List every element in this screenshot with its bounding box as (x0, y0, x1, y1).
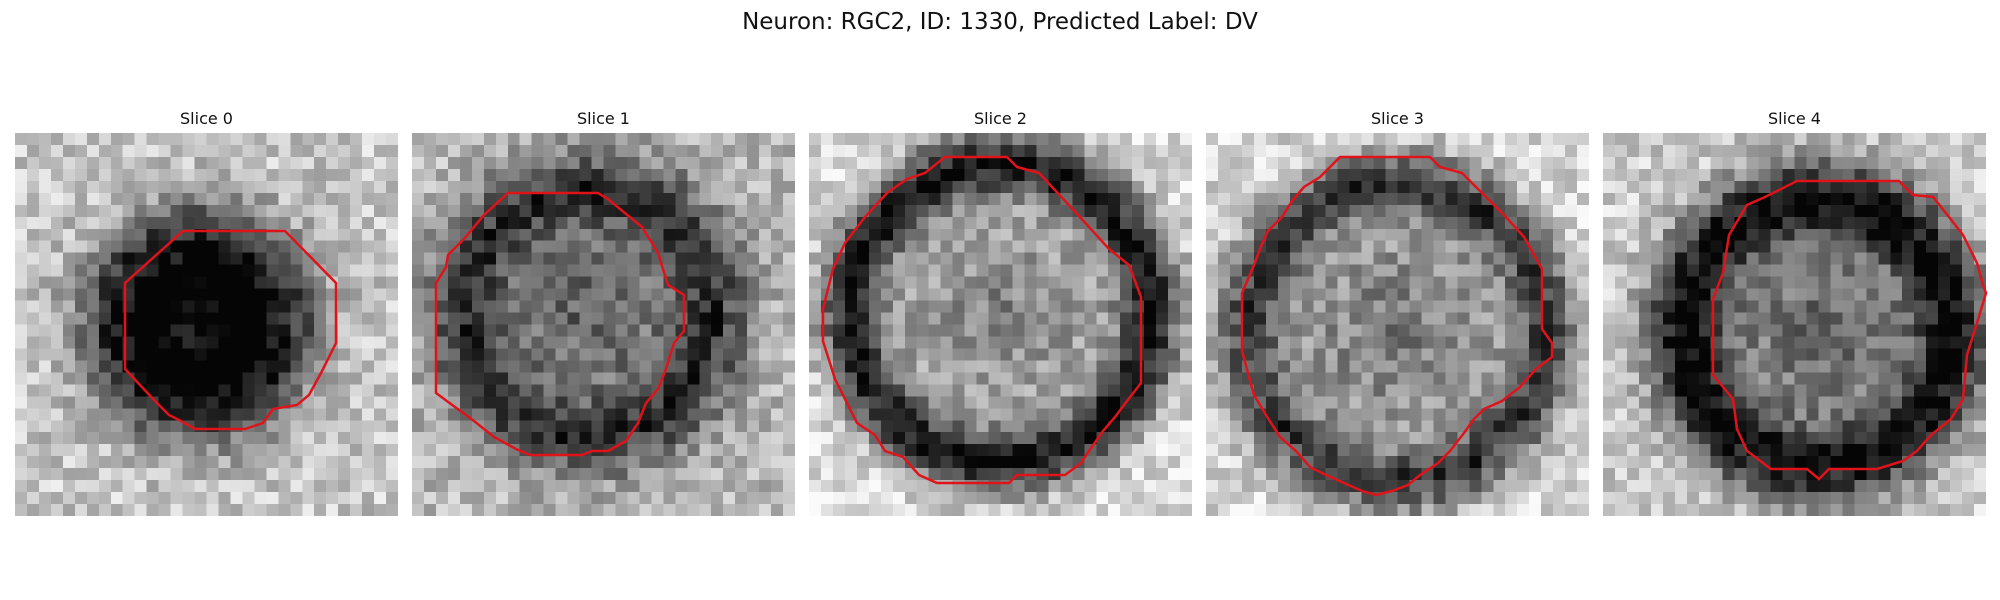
slice-title: Slice 0 (180, 109, 233, 128)
contour-outline (1711, 179, 1988, 481)
figure-title: Neuron: RGC2, ID: 1330, Predicted Label:… (742, 9, 1258, 35)
slice-image (1603, 133, 1988, 516)
cell-contour (1240, 155, 1554, 497)
slice-title: Slice 3 (1371, 109, 1424, 128)
cell-contour (434, 191, 686, 457)
contour-outline (123, 229, 338, 431)
slice-image (1206, 133, 1589, 516)
slice-panel-2: Slice 2 (809, 108, 1192, 516)
slice-image (412, 133, 795, 516)
slice-image (15, 133, 398, 516)
contour-outline (821, 155, 1143, 485)
slice-panel-4: Slice 4 (1603, 108, 1988, 516)
slice-title: Slice 1 (577, 109, 630, 128)
cell-contour (123, 229, 338, 431)
slice-panel-1: Slice 1 (412, 108, 795, 516)
cell-contour (1711, 179, 1988, 481)
grayscale-microscopy-image (809, 133, 1192, 516)
cell-contour (821, 155, 1143, 485)
contour-outline (1240, 155, 1554, 497)
grayscale-microscopy-image (15, 133, 398, 516)
slice-image (809, 133, 1192, 516)
slice-panel-3: Slice 3 (1206, 108, 1589, 516)
slice-title: Slice 2 (974, 109, 1027, 128)
contour-outline (434, 191, 686, 457)
slice-panel-0: Slice 0 (15, 108, 398, 516)
grayscale-microscopy-image (1206, 133, 1589, 516)
slice-title: Slice 4 (1768, 109, 1821, 128)
